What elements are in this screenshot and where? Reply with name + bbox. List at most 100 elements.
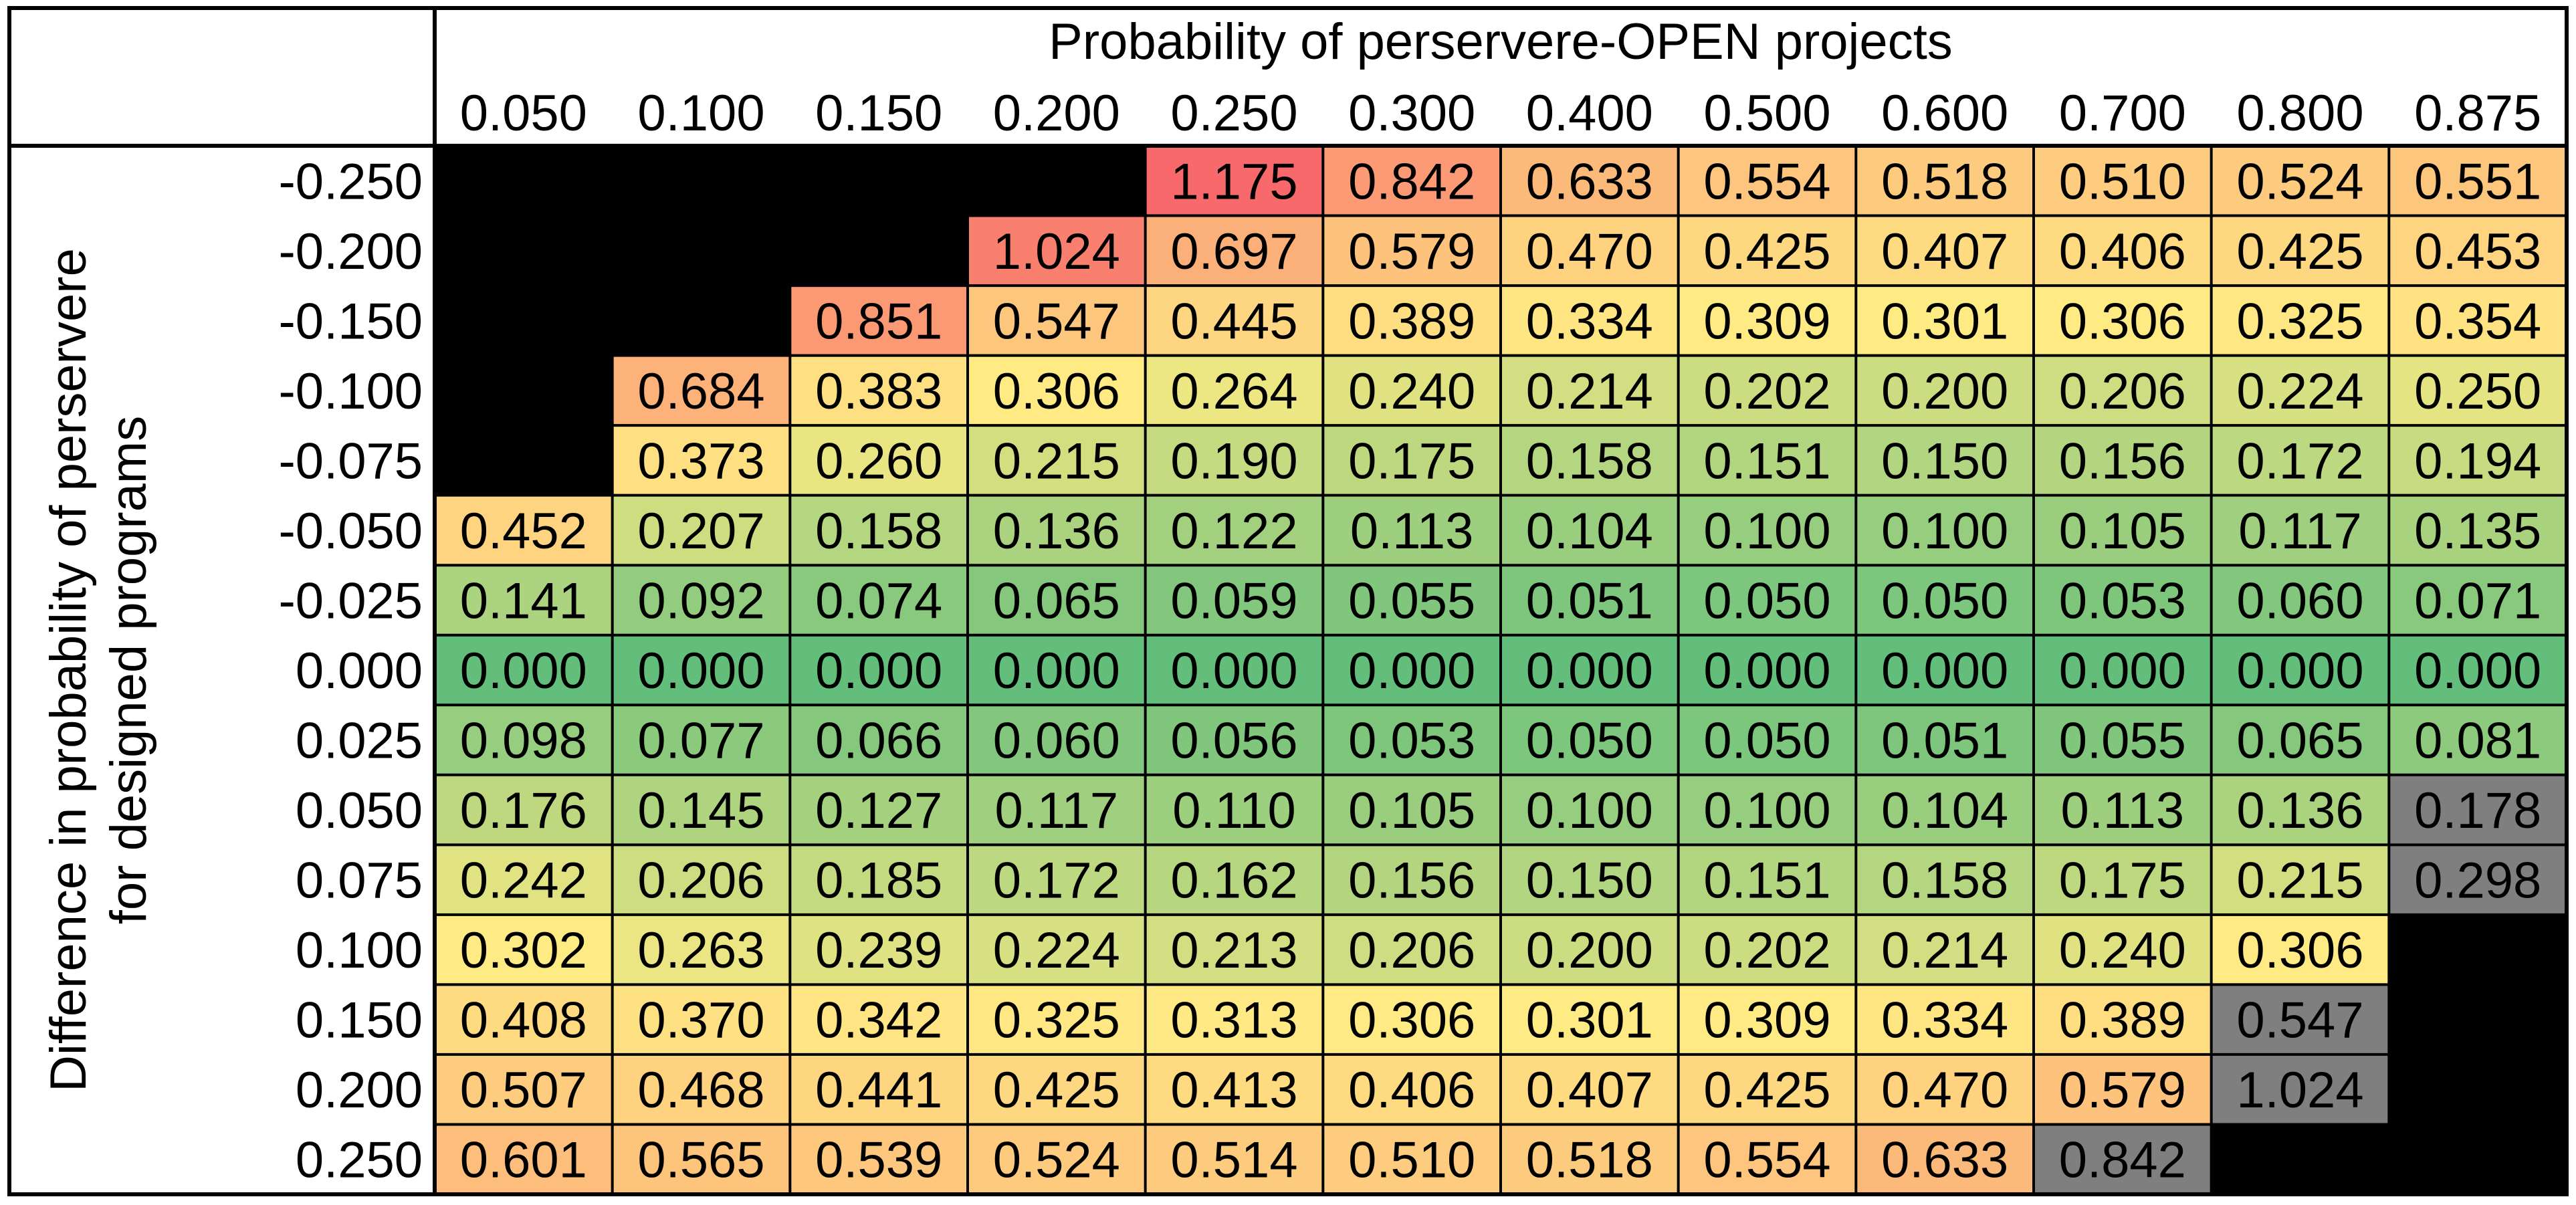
heatmap-cell — [968, 774, 1146, 845]
heatmap-cell — [2389, 845, 2567, 915]
heatmap-cell — [2389, 774, 2567, 845]
cell-value-label: 0.425 — [2236, 223, 2363, 280]
cell-value-label: 0.302 — [460, 922, 587, 979]
heatmap-cell — [2034, 635, 2212, 705]
cell-value-label: 0.468 — [637, 1062, 764, 1119]
cell-value-label: 0.000 — [2059, 643, 2186, 699]
x-tick-label: 0.400 — [1526, 85, 1653, 142]
heatmap-cell — [1856, 1054, 2034, 1125]
cell-value-label: 0.406 — [2059, 223, 2186, 280]
cell-value-label: 0.579 — [1348, 223, 1475, 280]
heatmap-cell — [612, 984, 790, 1055]
heatmap-cell — [1678, 635, 1856, 705]
cell-value-label: 0.306 — [1348, 992, 1475, 1049]
heatmap-cell — [1856, 984, 2034, 1055]
heatmap-cell — [1678, 146, 1856, 216]
x-tick-labels: 0.050 0.100 0.150 0.200 0.250 0.300 0.400 0.500… — [460, 85, 2542, 142]
cell-value-label: 0.453 — [2414, 223, 2541, 280]
cell-value-label: 0.851 — [815, 293, 942, 350]
y-tick-label: 0.000 — [296, 643, 423, 699]
heatmap-cell — [1678, 774, 1856, 845]
heatmap-cell — [1145, 565, 1323, 635]
heatmap-cell — [790, 705, 968, 775]
heatmap-cell — [790, 565, 968, 635]
heatmap-cell — [2389, 286, 2567, 356]
cell-value-label: 0.127 — [815, 782, 942, 839]
x-tick-label: 0.100 — [637, 85, 764, 142]
heatmap-cell — [1678, 705, 1856, 775]
heatmap-cell — [790, 914, 968, 985]
cell-value-label: 0.162 — [1170, 853, 1297, 909]
cell-value-label: 0.301 — [1526, 992, 1653, 1049]
heatmap-cell — [1145, 1124, 1323, 1194]
heatmap-cell — [2389, 495, 2567, 566]
heatmap-cell — [790, 425, 968, 496]
heatmap-cell — [1678, 495, 1856, 566]
cell-value-label: 0.136 — [2236, 782, 2363, 839]
heatmap-cell — [2389, 914, 2567, 985]
heatmap-cell — [1323, 355, 1501, 426]
cell-value-label: 0.370 — [637, 992, 764, 1049]
y-tick-label: 0.075 — [296, 853, 423, 909]
y-tick-label: 0.150 — [296, 992, 423, 1049]
heatmap-cell — [2389, 984, 2567, 1055]
cell-value-label: 0.524 — [993, 1132, 1120, 1189]
cell-value-label: 0.000 — [1348, 643, 1475, 699]
heatmap-cell — [1145, 774, 1323, 845]
cell-value-label: 0.150 — [1881, 433, 2008, 489]
heatmap-cell — [2389, 1054, 2567, 1125]
cell-value-label: 0.098 — [460, 713, 587, 770]
heatmap-cell — [1501, 425, 1679, 496]
heatmap-cell — [612, 355, 790, 426]
cell-value-label: 0.239 — [815, 922, 942, 979]
heatmap-cell — [435, 215, 613, 286]
heatmap-cell — [2211, 984, 2389, 1055]
heatmap-cell — [968, 984, 1146, 1055]
heatmap-cell — [435, 565, 613, 635]
cell-value-label: 0.407 — [1881, 223, 2008, 280]
cell-value-label: 0.136 — [993, 503, 1120, 560]
heatmap-cell — [2034, 984, 2212, 1055]
cell-value-label: 0.077 — [637, 713, 764, 770]
cell-value-label: 0.539 — [815, 1132, 942, 1189]
heatmap-cell — [790, 635, 968, 705]
cell-value-label: 0.354 — [2414, 293, 2541, 350]
heatmap-cell — [2389, 705, 2567, 775]
heatmap-cell — [435, 495, 613, 566]
cell-value-label: 0.206 — [2059, 363, 2186, 420]
cell-value-label: 0.158 — [815, 503, 942, 560]
heatmap-cell — [435, 425, 613, 496]
heatmap-cell — [1678, 215, 1856, 286]
heatmap-cell — [1145, 914, 1323, 985]
cell-value-label: 0.518 — [1526, 1132, 1653, 1189]
cell-value-label: 0.470 — [1526, 223, 1653, 280]
cell-value-label: 0.135 — [2414, 503, 2541, 560]
cell-value-label: 0.053 — [1348, 713, 1475, 770]
heatmap-cell — [2034, 565, 2212, 635]
heatmap-cell — [1145, 495, 1323, 566]
cell-value-label: 0.206 — [1348, 922, 1475, 979]
heatmap-cell — [1501, 705, 1679, 775]
heatmap-cell — [612, 146, 790, 216]
cell-value-label: 0.050 — [1703, 713, 1830, 770]
x-tick-label: 0.300 — [1348, 85, 1475, 142]
cell-value-label: 0.074 — [815, 572, 942, 629]
y-tick-label: 0.250 — [296, 1132, 423, 1189]
cell-value-label: 0.000 — [2414, 643, 2541, 699]
cell-value-label: 0.514 — [1170, 1132, 1297, 1189]
cell-value-label: 0.547 — [2236, 992, 2363, 1049]
cell-value-label: 0.413 — [1170, 1062, 1297, 1119]
cell-value-label: 0.056 — [1170, 713, 1297, 770]
x-tick-label: 0.600 — [1881, 85, 2008, 142]
cell-value-label: 0.000 — [2236, 643, 2363, 699]
cell-value-label: 0.051 — [1526, 572, 1653, 629]
heatmap-cell — [1323, 146, 1501, 216]
cell-value-label: 0.425 — [1703, 1062, 1830, 1119]
y-axis-label-line: for designed programs — [100, 416, 157, 924]
heatmap-cell — [1856, 914, 2034, 985]
cell-value-label: 0.334 — [1881, 992, 2008, 1049]
heatmap-cell — [2211, 286, 2389, 356]
heatmap-cell — [1678, 565, 1856, 635]
heatmap-cell — [1856, 845, 2034, 915]
heatmap-cell — [2034, 1124, 2212, 1194]
